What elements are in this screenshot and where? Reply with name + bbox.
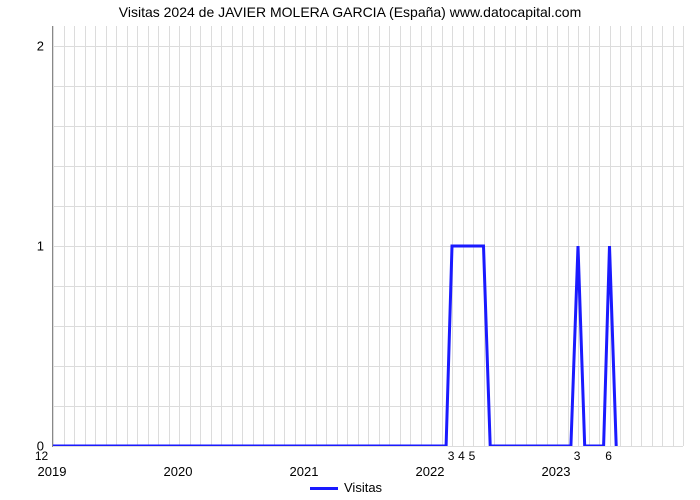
x-tick-minor: 6 bbox=[605, 449, 612, 463]
plot-area bbox=[52, 26, 683, 447]
legend: Visitas bbox=[310, 480, 382, 495]
x-tick-minor: 3 bbox=[574, 449, 581, 463]
legend-swatch bbox=[310, 487, 338, 490]
chart-container: Visitas 2024 de JAVIER MOLERA GARCIA (Es… bbox=[0, 0, 700, 500]
x-tick-minor: 4 bbox=[458, 449, 465, 463]
chart-title: Visitas 2024 de JAVIER MOLERA GARCIA (Es… bbox=[0, 4, 700, 20]
x-tick-minor: 12 bbox=[35, 449, 48, 463]
y-tick-label: 2 bbox=[0, 39, 44, 54]
gridline-v bbox=[683, 26, 684, 446]
x-tick-major: 2020 bbox=[164, 464, 193, 479]
x-tick-minor: 3 bbox=[448, 449, 455, 463]
y-tick-label: 1 bbox=[0, 239, 44, 254]
gridline-h bbox=[53, 446, 683, 447]
x-tick-major: 2019 bbox=[38, 464, 67, 479]
legend-label: Visitas bbox=[344, 480, 382, 495]
x-tick-major: 2022 bbox=[416, 464, 445, 479]
x-tick-minor: 5 bbox=[469, 449, 476, 463]
x-tick-major: 2023 bbox=[542, 464, 571, 479]
series-line bbox=[53, 26, 683, 446]
x-tick-major: 2021 bbox=[290, 464, 319, 479]
